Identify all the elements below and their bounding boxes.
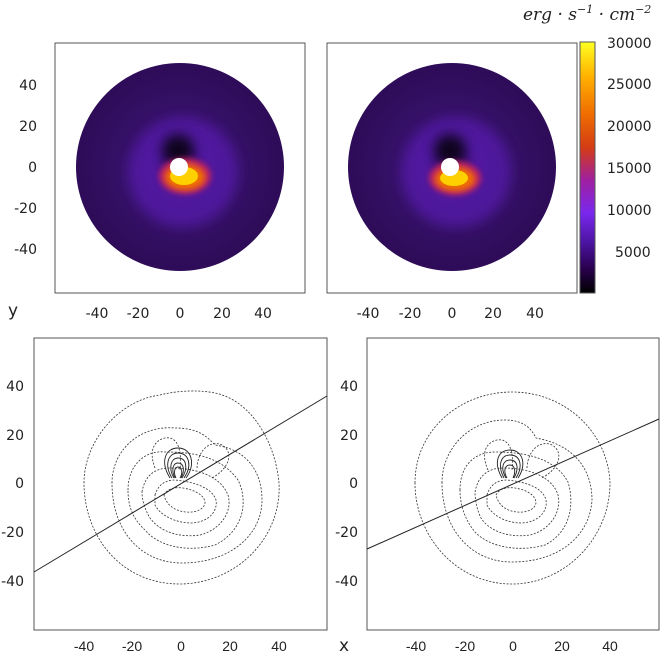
colorbar-tick-label: 5000 xyxy=(615,245,651,261)
x-axis-label: x xyxy=(339,636,349,653)
tick-label: -40 xyxy=(335,574,358,590)
colorbar-label: erg · s−1 · cm−2 xyxy=(523,3,651,25)
tick-label: -40 xyxy=(406,638,426,653)
contour-upper-right xyxy=(196,443,230,479)
tick-label: -40 xyxy=(14,242,37,258)
heatmap-panel-top-right: -40 -20 0 20 40 xyxy=(326,42,578,322)
heatmap-panel-top-left: 40 20 0 -20 -40 -40 -20 0 20 40 xyxy=(14,42,306,322)
contour-5 xyxy=(141,467,230,537)
tick-label: -20 xyxy=(335,525,358,541)
contour-lobe xyxy=(170,457,187,479)
contour-lobe xyxy=(502,459,518,479)
tick-label: 0 xyxy=(176,306,185,322)
colorbar-ticks: 30000 25000 20000 15000 10000 5000 xyxy=(607,36,652,261)
tick-label: -40 xyxy=(357,306,380,322)
contour-outer xyxy=(83,390,280,585)
tick-label: 40 xyxy=(340,379,358,395)
tick-label: 0 xyxy=(177,638,185,653)
contour-lobe xyxy=(164,447,193,479)
contour-lobe xyxy=(500,454,521,479)
contour-lines xyxy=(83,390,280,585)
tick-label: 20 xyxy=(19,119,37,135)
contour-panel-bottom-left: 40 20 0 -20 -40 -40 -20 0 20 40 xyxy=(1,337,328,653)
contour-lobe-solid xyxy=(164,447,193,479)
tick-label: -40 xyxy=(74,638,94,653)
y-ticks-bottom-left: 40 20 0 -20 -40 xyxy=(1,379,24,590)
contour-lobe xyxy=(174,466,183,479)
projection-line xyxy=(366,418,660,550)
tick-label: 0 xyxy=(15,476,24,492)
colorbar-tick-label: 25000 xyxy=(607,77,652,93)
tick-label: 40 xyxy=(271,638,287,653)
tick-label: 20 xyxy=(222,638,238,653)
contour-3 xyxy=(111,427,263,564)
contour-lobe xyxy=(167,452,190,479)
contour-7 xyxy=(495,487,537,513)
tick-label: 20 xyxy=(340,428,358,444)
colorbar-tick-label: 20000 xyxy=(607,119,652,135)
tick-label: 20 xyxy=(554,638,570,653)
colorbar: 30000 25000 20000 15000 10000 5000 erg ·… xyxy=(523,3,652,294)
projection-line xyxy=(33,395,328,573)
contour-upper-right xyxy=(526,443,560,479)
contour-7 xyxy=(163,487,206,513)
inner-hole xyxy=(170,158,188,176)
colorbar-tick-label: 30000 xyxy=(607,36,652,52)
tick-label: 0 xyxy=(448,306,457,322)
contour-6 xyxy=(486,479,547,524)
contour-panel-bottom-right: 40 20 0 -20 -40 -40 -20 0 20 40 xyxy=(335,337,660,653)
x-ticks-bottom-left: -40 -20 0 20 40 xyxy=(74,638,287,653)
contour-lobe xyxy=(504,464,516,479)
x-ticks-top-right: -40 -20 0 20 40 xyxy=(357,306,544,322)
tick-label: 0 xyxy=(349,476,358,492)
y-ticks-top-left: 40 20 0 -20 -40 xyxy=(14,78,37,258)
tick-label: -20 xyxy=(455,638,475,653)
dark-region xyxy=(162,134,194,166)
contour-upper-left xyxy=(151,437,181,471)
tick-label: 40 xyxy=(19,78,37,94)
y-ticks-bottom-right: 40 20 0 -20 -40 xyxy=(335,379,358,590)
contour-outer xyxy=(414,391,611,585)
contour-upper-left xyxy=(484,439,513,471)
tick-label: 20 xyxy=(213,306,231,322)
dark-region xyxy=(434,134,466,166)
tick-label: -20 xyxy=(127,306,150,322)
contour-4 xyxy=(127,451,244,549)
contour-lobe xyxy=(496,449,524,479)
colorbar-tick-label: 10000 xyxy=(607,203,652,219)
contour-4 xyxy=(459,451,572,549)
colorbar-scale xyxy=(579,41,596,294)
tick-label: 0 xyxy=(509,638,517,653)
tick-label: 40 xyxy=(6,379,24,395)
contour-lines xyxy=(414,391,611,585)
tick-label: 20 xyxy=(484,306,502,322)
tick-label: -40 xyxy=(1,574,24,590)
x-ticks-bottom-right: -40 -20 0 20 40 xyxy=(406,638,618,653)
contour-lobe-solid xyxy=(496,449,524,479)
contour-6 xyxy=(154,479,217,524)
x-ticks-top-left: -40 -20 0 20 40 xyxy=(86,306,272,322)
tick-label: -40 xyxy=(86,306,109,322)
tick-label: 40 xyxy=(254,306,272,322)
y-axis-label: y xyxy=(8,301,18,321)
contour-3 xyxy=(441,419,593,563)
inner-hole xyxy=(441,158,459,176)
tick-label: -20 xyxy=(399,306,422,322)
tick-label: 40 xyxy=(602,638,618,653)
tick-label: -20 xyxy=(1,525,24,541)
contour-lobe xyxy=(172,462,184,479)
tick-label: 40 xyxy=(526,306,544,322)
tick-label: -20 xyxy=(122,638,142,653)
colorbar-tick-label: 15000 xyxy=(607,161,652,177)
tick-label: -20 xyxy=(14,201,37,217)
tick-label: 20 xyxy=(6,428,24,444)
tick-label: 0 xyxy=(28,160,37,176)
